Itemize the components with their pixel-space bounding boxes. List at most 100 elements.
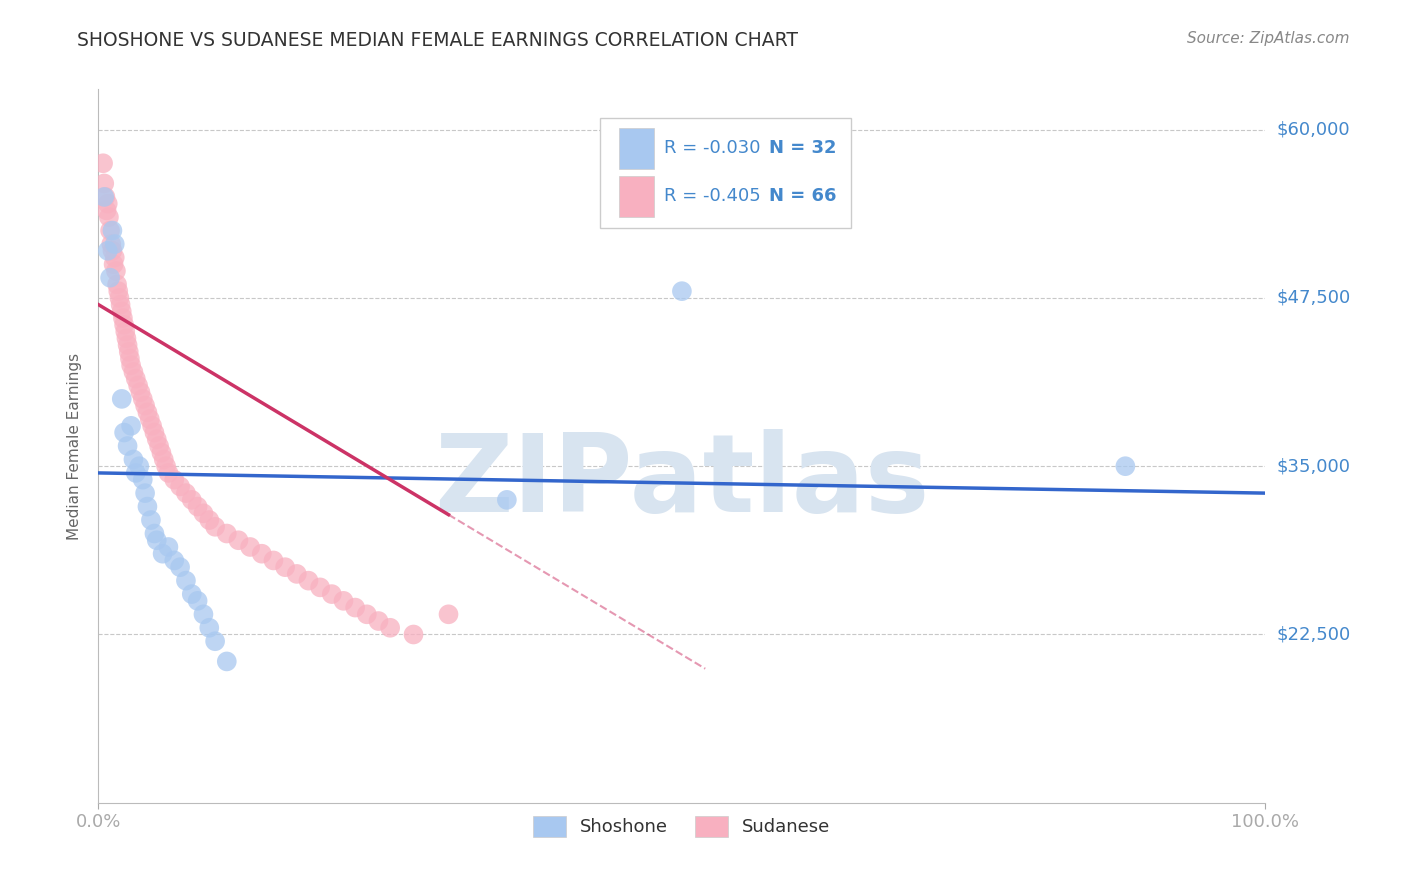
Point: [101, 244, 124, 258]
Point: [118, 351, 141, 366]
Point: [321, 587, 343, 601]
Point: [97, 210, 120, 224]
Point: [146, 533, 169, 548]
Point: [125, 466, 148, 480]
Point: [496, 492, 519, 507]
FancyBboxPatch shape: [619, 176, 654, 217]
Point: [117, 338, 139, 352]
Point: [402, 627, 425, 641]
Point: [118, 344, 141, 359]
Point: [157, 540, 180, 554]
Point: [125, 372, 148, 386]
Point: [174, 574, 197, 588]
Point: [148, 439, 170, 453]
Point: [98, 223, 121, 237]
Point: [180, 492, 202, 507]
Text: $60,000: $60,000: [1277, 120, 1350, 138]
Point: [107, 284, 129, 298]
Point: [152, 452, 174, 467]
Point: [112, 425, 135, 440]
Point: [115, 331, 138, 345]
Point: [380, 621, 402, 635]
Point: [139, 412, 162, 426]
Point: [250, 547, 273, 561]
Text: $35,000: $35,000: [1277, 458, 1351, 475]
Point: [93, 177, 115, 191]
Point: [239, 540, 262, 554]
Point: [169, 560, 191, 574]
Point: [134, 486, 156, 500]
Point: [104, 251, 127, 265]
Point: [104, 237, 127, 252]
Point: [187, 594, 209, 608]
Point: [91, 156, 114, 170]
Point: [174, 486, 197, 500]
Point: [332, 594, 354, 608]
Text: $47,500: $47,500: [1277, 289, 1351, 307]
Point: [344, 600, 367, 615]
Point: [122, 452, 145, 467]
Point: [228, 533, 250, 548]
Point: [215, 655, 238, 669]
Text: Source: ZipAtlas.com: Source: ZipAtlas.com: [1187, 31, 1350, 46]
Point: [112, 318, 135, 332]
Point: [143, 425, 166, 440]
Point: [98, 270, 121, 285]
Point: [215, 526, 238, 541]
Point: [198, 621, 221, 635]
Legend: Shoshone, Sudanese: Shoshone, Sudanese: [526, 808, 838, 844]
Point: [97, 196, 120, 211]
Text: R = -0.030: R = -0.030: [665, 139, 761, 157]
Point: [93, 190, 115, 204]
FancyBboxPatch shape: [600, 118, 851, 228]
Point: [367, 614, 389, 628]
Point: [356, 607, 378, 622]
Point: [163, 553, 186, 567]
Point: [437, 607, 460, 622]
Point: [671, 284, 693, 298]
Point: [297, 574, 319, 588]
Text: N = 66: N = 66: [769, 187, 837, 205]
Point: [150, 446, 173, 460]
Y-axis label: Median Female Earnings: Median Female Earnings: [67, 352, 83, 540]
Point: [141, 418, 163, 433]
Point: [129, 385, 152, 400]
Point: [198, 513, 221, 527]
Point: [193, 506, 215, 520]
Point: [111, 392, 134, 406]
FancyBboxPatch shape: [619, 128, 654, 169]
Text: R = -0.405: R = -0.405: [665, 187, 761, 205]
Point: [146, 432, 169, 446]
Point: [136, 405, 159, 419]
Point: [309, 580, 332, 594]
Point: [157, 466, 180, 480]
Point: [97, 244, 120, 258]
Point: [155, 459, 177, 474]
Point: [101, 223, 124, 237]
Point: [136, 500, 159, 514]
Point: [110, 298, 132, 312]
Point: [108, 291, 131, 305]
Point: [103, 257, 125, 271]
Point: [120, 418, 142, 433]
Point: [193, 607, 215, 622]
Point: [120, 358, 142, 372]
Text: SHOSHONE VS SUDANESE MEDIAN FEMALE EARNINGS CORRELATION CHART: SHOSHONE VS SUDANESE MEDIAN FEMALE EARNI…: [77, 31, 799, 50]
Point: [1114, 459, 1136, 474]
Point: [122, 365, 145, 379]
Point: [111, 311, 134, 326]
Text: $22,500: $22,500: [1277, 625, 1351, 643]
Point: [204, 634, 226, 648]
Point: [111, 304, 134, 318]
Point: [274, 560, 297, 574]
Point: [134, 399, 156, 413]
Point: [100, 237, 122, 252]
Point: [128, 459, 150, 474]
Text: N = 32: N = 32: [769, 139, 837, 157]
Point: [105, 277, 128, 292]
Text: ZIPatlas: ZIPatlas: [434, 429, 929, 534]
Point: [163, 473, 186, 487]
Point: [104, 264, 127, 278]
Point: [262, 553, 284, 567]
Point: [96, 203, 118, 218]
